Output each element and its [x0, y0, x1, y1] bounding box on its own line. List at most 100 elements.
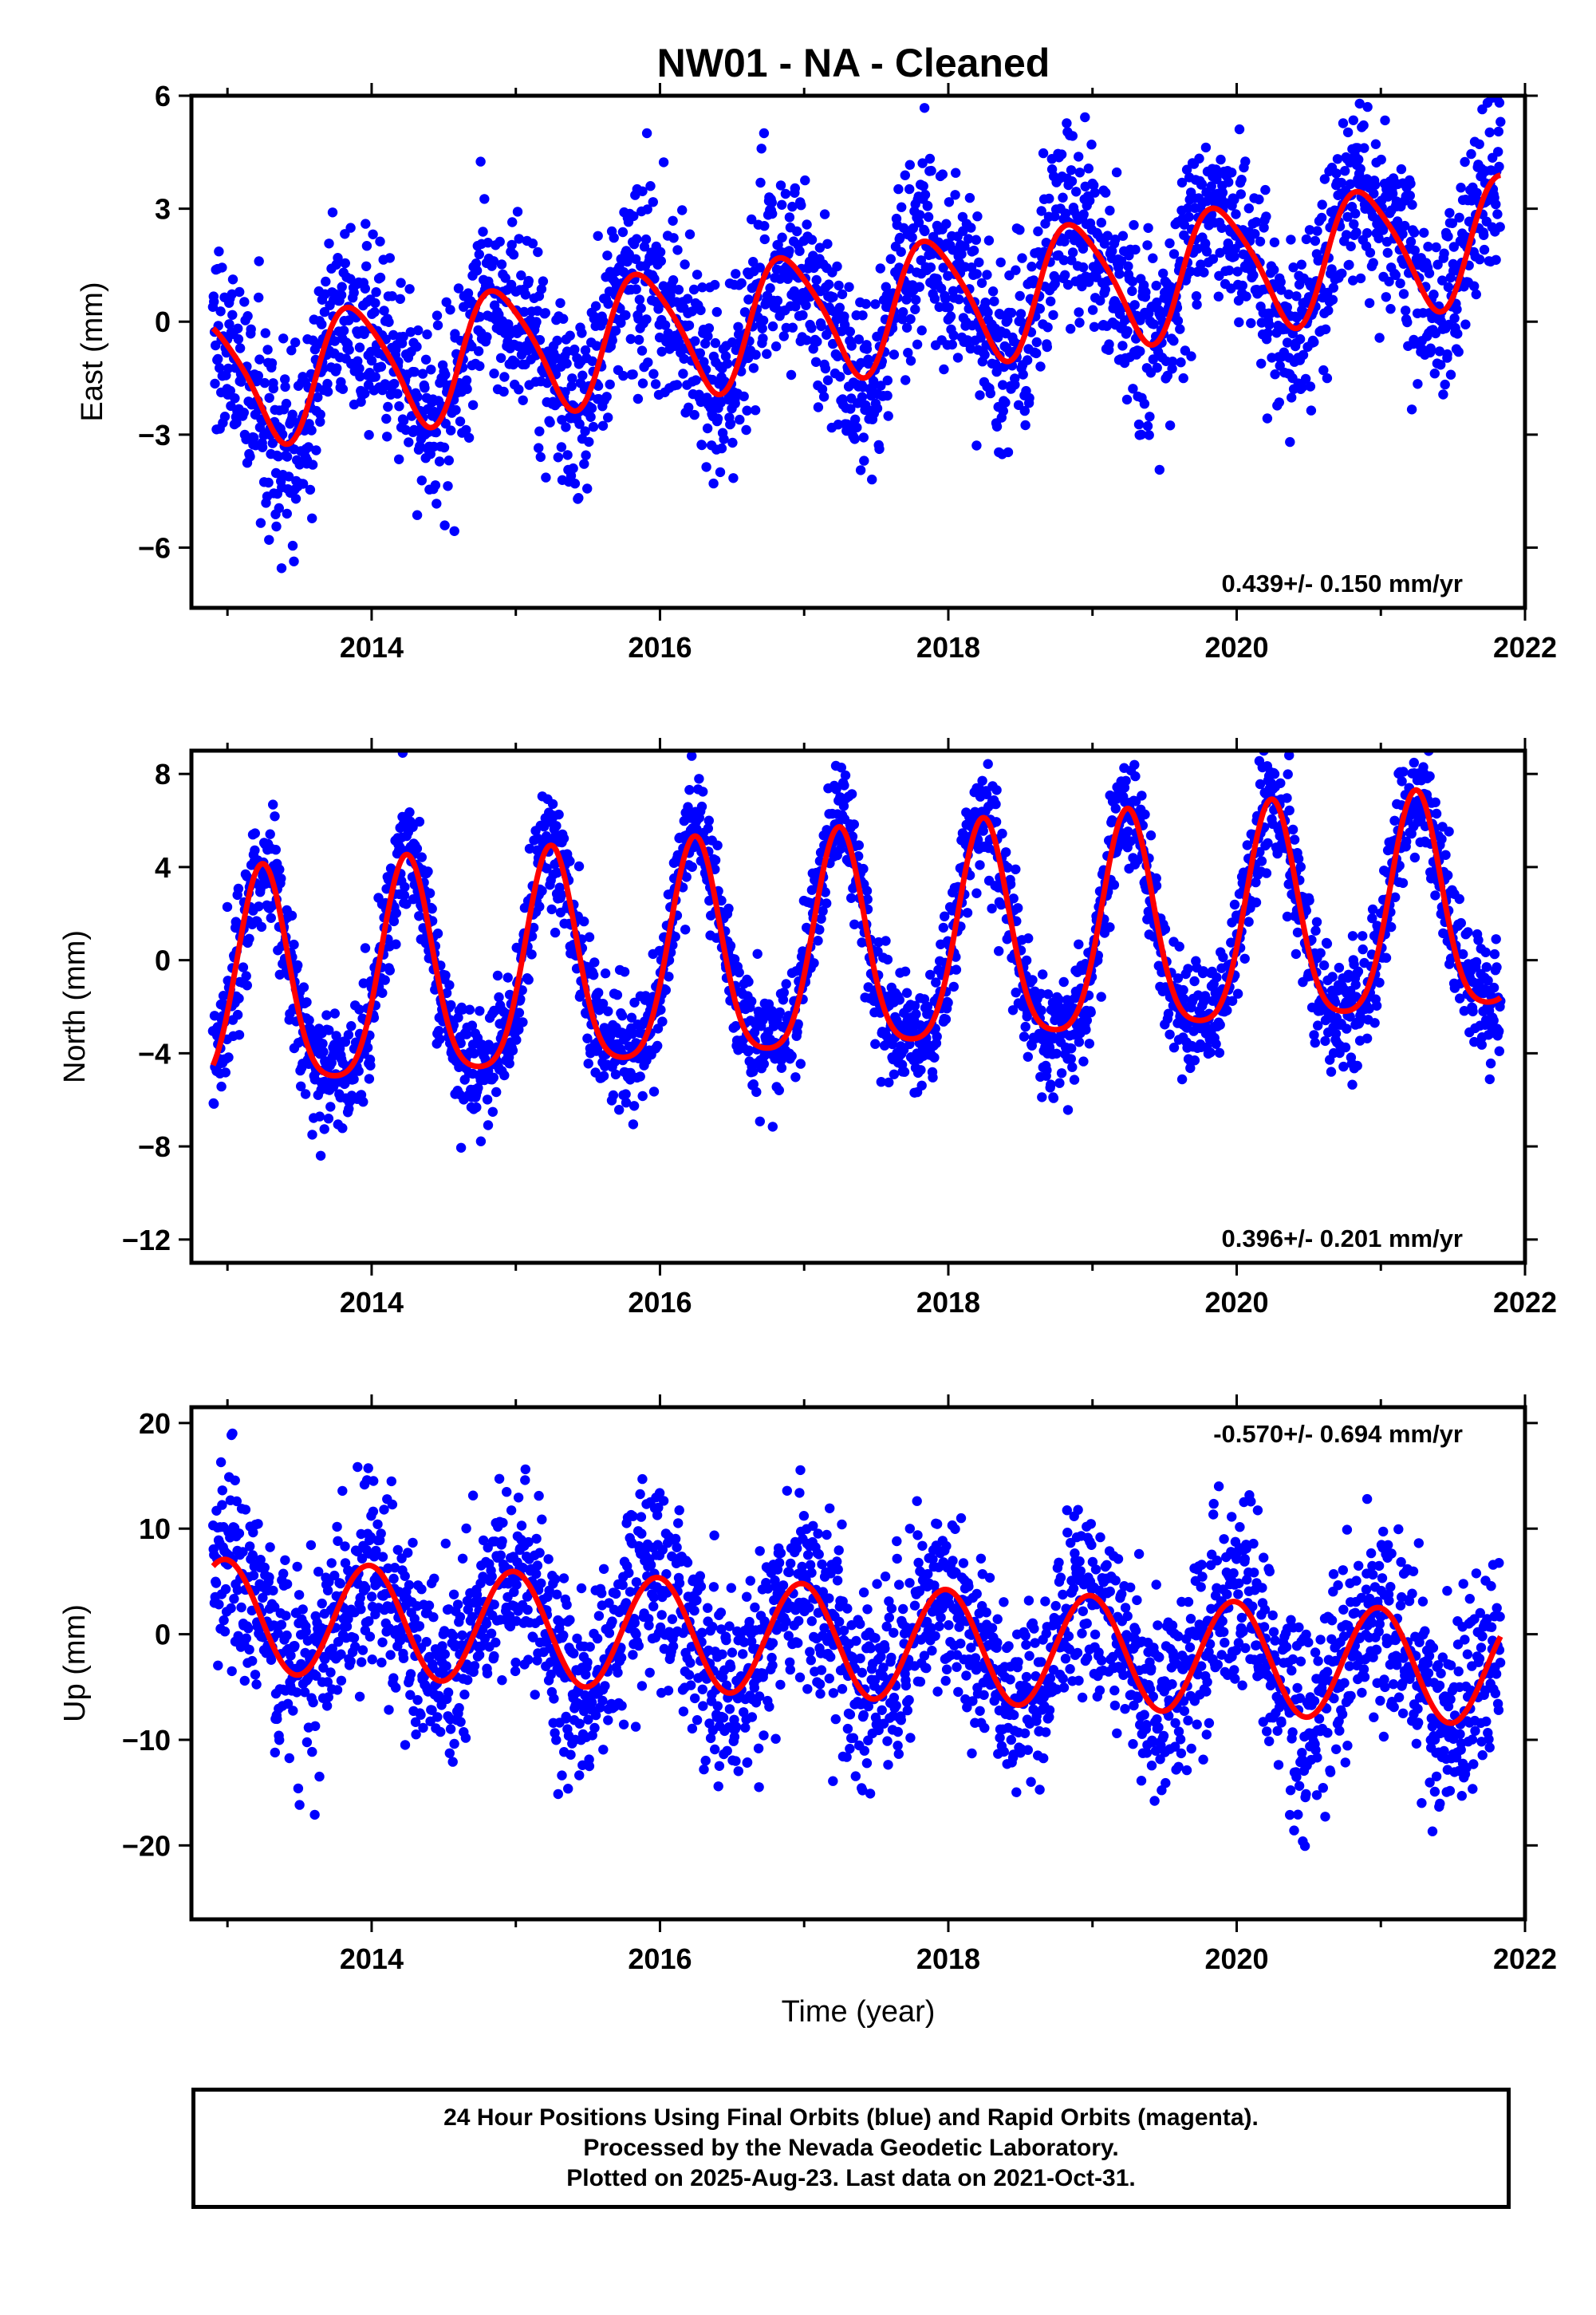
east-data-point: [1086, 140, 1097, 150]
east-data-point: [574, 419, 585, 429]
east-data-point: [636, 303, 646, 314]
east-data-point: [349, 287, 359, 298]
east-data-point: [680, 259, 690, 270]
north-data-point: [1142, 914, 1153, 925]
east-data-point: [317, 319, 327, 329]
east-data-point: [857, 310, 868, 321]
east-data-point: [923, 211, 934, 223]
north-data-point: [978, 826, 988, 836]
north-data-point: [857, 937, 867, 948]
east-data-point: [588, 421, 599, 432]
north-data-point: [1198, 966, 1208, 976]
north-data-point: [1340, 1042, 1351, 1053]
north-data-point: [1130, 771, 1141, 782]
north-data-point: [265, 829, 275, 839]
east-data-point: [345, 223, 356, 233]
east-data-point: [814, 243, 826, 253]
east-data-point: [276, 563, 287, 574]
north-data-point: [1084, 1039, 1095, 1049]
east-data-point: [703, 331, 713, 341]
east-data-point: [1192, 299, 1202, 310]
east-data-point: [315, 416, 325, 427]
east-data-point: [1059, 236, 1070, 246]
east-data-point: [1338, 118, 1349, 128]
east-data-point: [307, 459, 318, 470]
east-data-point: [422, 329, 432, 340]
east-data-point: [630, 254, 641, 264]
east-data-point: [971, 235, 982, 245]
north-data-point: [209, 1011, 220, 1021]
north-data-point: [1227, 996, 1238, 1007]
north-data-point: [323, 1114, 334, 1124]
north-data-point: [441, 988, 452, 999]
north-data-point: [1066, 1054, 1077, 1064]
east-data-point: [1276, 285, 1287, 295]
east-data-point: [758, 315, 769, 325]
north-data-point: [1001, 847, 1011, 858]
north-data-point: [853, 851, 864, 862]
east-data-point: [215, 306, 226, 317]
north-data-point: [362, 1043, 373, 1053]
east-data-point: [375, 272, 386, 283]
east-data-point: [640, 234, 652, 245]
east-data-point: [687, 306, 697, 317]
north-data-point: [318, 1047, 329, 1057]
north-data-point: [1256, 856, 1267, 866]
east-data-point: [666, 284, 677, 295]
east-data-point: [672, 380, 683, 390]
east-data-point: [289, 556, 299, 566]
east-data-point: [471, 258, 482, 269]
east-data-point: [759, 234, 770, 245]
east-data-point: [1033, 226, 1043, 237]
north-data-point: [1151, 881, 1162, 891]
north-data-point: [1021, 955, 1032, 966]
east-data-point: [832, 351, 843, 361]
east-data-point: [1133, 419, 1145, 430]
north-data-point: [925, 969, 936, 980]
east-data-point: [818, 392, 830, 402]
east-data-point: [514, 234, 524, 244]
east-data-point: [882, 390, 893, 401]
north-data-point: [550, 927, 561, 938]
east-data-point: [1355, 273, 1366, 284]
east-data-point: [1484, 127, 1495, 138]
east-data-point: [1224, 177, 1234, 187]
east-data-point: [1078, 209, 1089, 219]
north-data-point: [487, 1106, 498, 1118]
east-data-point: [467, 341, 477, 352]
east-data-point: [641, 128, 652, 139]
north-data-point: [400, 881, 410, 893]
north-data-point: [1338, 1061, 1349, 1072]
north-data-point: [614, 1105, 625, 1115]
east-data-point: [369, 307, 380, 317]
north-data-point: [861, 885, 873, 896]
east-data-point: [940, 294, 951, 304]
east-data-point: [1172, 315, 1184, 326]
east-data-point: [254, 256, 264, 266]
east-data-point: [975, 390, 985, 400]
north-data-point: [818, 905, 828, 917]
east-data-point: [1491, 199, 1501, 210]
east-data-point: [254, 354, 265, 365]
east-data-point: [1074, 168, 1086, 178]
north-data-point: [1172, 973, 1184, 984]
east-data-point: [1405, 179, 1416, 189]
north-data-point: [360, 943, 371, 953]
east-data-point: [1036, 206, 1046, 216]
north-data-point: [467, 1020, 478, 1031]
east-data-point: [590, 301, 601, 311]
north-data-point: [1013, 903, 1023, 913]
east-data-point: [806, 235, 818, 245]
east-data-point: [1181, 164, 1192, 175]
east-data-point: [412, 392, 423, 402]
east-data-point: [910, 304, 920, 314]
east-data-point: [210, 378, 220, 389]
east-data-point: [565, 471, 577, 481]
east-data-point: [1453, 346, 1464, 357]
east-data-point: [1305, 381, 1316, 392]
east-data-point: [767, 321, 778, 332]
east-data-point: [660, 320, 671, 330]
east-data-point: [392, 388, 403, 399]
east-y-tick-label: 6: [155, 80, 171, 112]
east-data-point: [313, 392, 323, 403]
